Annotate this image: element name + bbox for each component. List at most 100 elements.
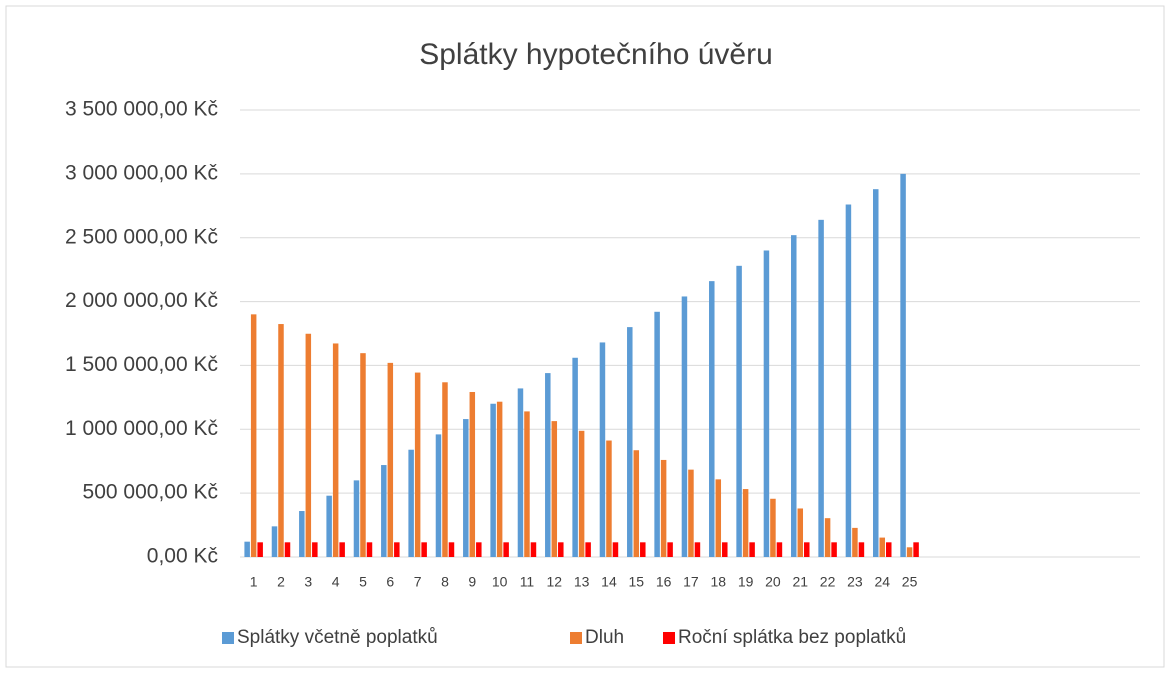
bar (496, 401, 503, 557)
y-tick-label: 0,00 Kč (147, 545, 218, 568)
bar (408, 449, 414, 557)
bar (339, 542, 345, 557)
x-tick-label: 2 (277, 574, 285, 590)
bar (463, 419, 469, 557)
bar (572, 357, 578, 557)
x-tick-label: 11 (520, 574, 535, 590)
bar (900, 173, 906, 557)
x-tick-label: 19 (738, 574, 754, 590)
bar (858, 542, 865, 557)
bar (257, 542, 263, 557)
x-tick-label: 3 (304, 574, 312, 590)
bar (804, 542, 810, 557)
bar (578, 430, 585, 557)
x-tick-label: 25 (902, 574, 918, 590)
x-tick-label: 23 (847, 574, 863, 590)
bar (606, 440, 612, 557)
x-tick-label: 8 (441, 574, 449, 590)
x-tick-label: 12 (547, 574, 563, 590)
bar (845, 204, 852, 557)
bar (381, 465, 387, 557)
bar (776, 542, 783, 557)
bar (736, 265, 742, 557)
bar (469, 391, 476, 557)
x-tick-label: 20 (765, 574, 781, 590)
bar (490, 403, 496, 557)
bar (299, 511, 305, 557)
bar (394, 542, 400, 557)
bar (387, 362, 394, 557)
bar (913, 542, 919, 557)
x-tick-label: 15 (628, 574, 644, 590)
x-tick-label: 13 (574, 574, 590, 590)
bar (332, 343, 339, 557)
x-tick-label: 9 (468, 574, 476, 590)
y-tick-label: 2 500 000,00 Kč (65, 225, 218, 248)
bar (770, 498, 776, 557)
x-tick-label: 17 (683, 574, 699, 590)
bar (694, 542, 701, 557)
bar (709, 281, 715, 557)
bar (633, 450, 640, 557)
bar (667, 542, 673, 557)
x-tick-label: 22 (820, 574, 836, 590)
bar (824, 518, 831, 557)
bar (681, 296, 688, 557)
bar (530, 542, 537, 557)
bar (660, 459, 667, 557)
bar (558, 542, 564, 557)
bar (503, 542, 509, 557)
bar (284, 542, 291, 557)
bar (366, 542, 373, 557)
bar (715, 479, 722, 557)
y-tick-label: 500 000,00 Kč (83, 481, 218, 504)
x-tick-label: 16 (656, 574, 672, 590)
bar (818, 219, 824, 557)
bar (749, 542, 755, 557)
bar (524, 411, 530, 557)
bar (326, 495, 332, 557)
y-tick-label: 3 500 000,00 Kč (65, 98, 218, 121)
x-tick-label: 18 (710, 574, 726, 590)
x-tick-label: 24 (874, 574, 890, 590)
bar (312, 542, 318, 557)
bar (250, 314, 257, 557)
bar (271, 526, 278, 557)
bar (742, 489, 749, 557)
bar (599, 342, 606, 557)
y-tick-label: 1 500 000,00 Kč (65, 353, 218, 376)
bar (414, 372, 421, 557)
x-tick-label: 7 (414, 574, 422, 590)
x-tick-label: 14 (601, 574, 617, 590)
bar (763, 250, 770, 557)
bar (442, 382, 448, 557)
legend-swatch (222, 632, 234, 644)
x-tick-label: 10 (492, 574, 508, 590)
bar (448, 542, 455, 557)
bar (886, 542, 892, 557)
bar (545, 373, 551, 557)
x-tick-label: 6 (386, 574, 394, 590)
bar (654, 311, 660, 557)
bar (688, 469, 694, 557)
y-tick-label: 2 000 000,00 Kč (65, 289, 218, 312)
x-tick-label: 5 (359, 574, 367, 590)
bar (305, 333, 312, 557)
bar (873, 189, 879, 557)
bar (640, 542, 646, 557)
bar (353, 480, 360, 557)
bar (612, 542, 619, 557)
bar (791, 235, 797, 557)
x-tick-label: 1 (250, 574, 258, 590)
legend-label: Dluh (585, 627, 624, 648)
legend-swatch (663, 632, 675, 644)
bar (421, 542, 427, 557)
bar (879, 537, 886, 557)
bar (627, 327, 633, 557)
bar (797, 508, 804, 557)
legend-swatch (570, 632, 582, 644)
chart-title: Splátky hypotečního úvěru (419, 38, 773, 71)
bar (244, 541, 250, 557)
legend-label: Splátky včetně poplatků (237, 627, 438, 648)
